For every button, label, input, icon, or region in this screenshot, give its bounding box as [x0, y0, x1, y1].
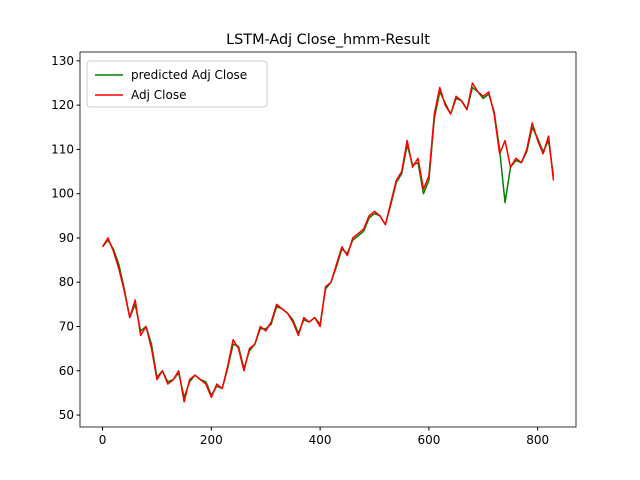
y-tick-label: 60 [59, 364, 74, 378]
chart-title: LSTM-Adj Close_hmm-Result [226, 32, 430, 48]
x-tick-label: 200 [200, 433, 223, 447]
y-tick-label: 70 [59, 319, 74, 333]
x-tick-label: 800 [526, 433, 549, 447]
x-tick-label: 0 [99, 433, 107, 447]
y-tick-label: 130 [51, 54, 74, 68]
legend-box [86, 60, 268, 108]
y-tick-label: 90 [59, 231, 74, 245]
plot-frame [79, 51, 577, 428]
y-tick-label: 80 [59, 275, 74, 289]
x-tick-label: 400 [309, 433, 332, 447]
x-tick-label: 600 [417, 433, 440, 447]
y-tick-label: 110 [51, 142, 74, 156]
series-line [101, 82, 555, 403]
y-tick-label: 100 [51, 187, 74, 201]
y-tick-label: 120 [51, 98, 74, 112]
legend-label: Adj Close [131, 88, 186, 102]
y-tick-label: 50 [59, 408, 74, 422]
legend-label: predicted Adj Close [131, 68, 247, 82]
